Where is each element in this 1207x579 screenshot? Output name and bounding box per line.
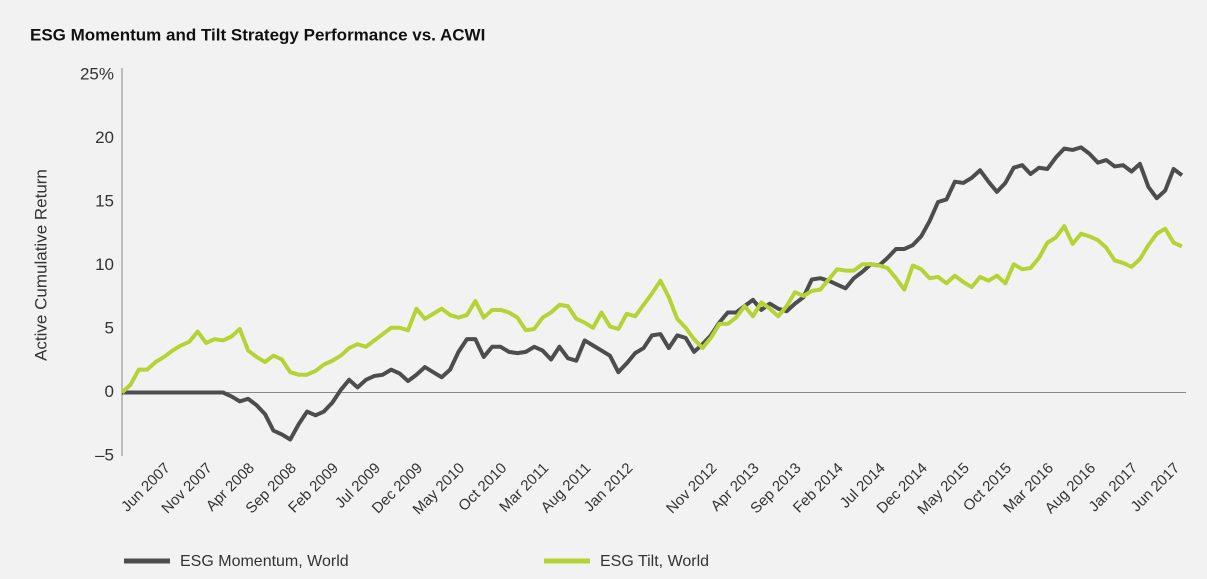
y-axis-label: Active Cumulative Return (31, 169, 50, 361)
y-tick-label: 15 (95, 191, 114, 210)
series-line (120, 224, 1183, 394)
series-line (122, 145, 1184, 442)
y-tick-label: –5 (95, 445, 114, 464)
y-tick-label: 20 (95, 128, 114, 147)
chart-title: ESG Momentum and Tilt Strategy Performan… (30, 25, 485, 44)
legend-label: ESG Tilt, World (600, 553, 709, 570)
y-tick-label: 5 (105, 318, 114, 337)
y-tick-label: 25% (80, 64, 114, 83)
y-tick-label: 10 (95, 255, 114, 274)
y-tick-label: 0 (105, 382, 114, 401)
legend-label: ESG Momentum, World (180, 553, 349, 570)
